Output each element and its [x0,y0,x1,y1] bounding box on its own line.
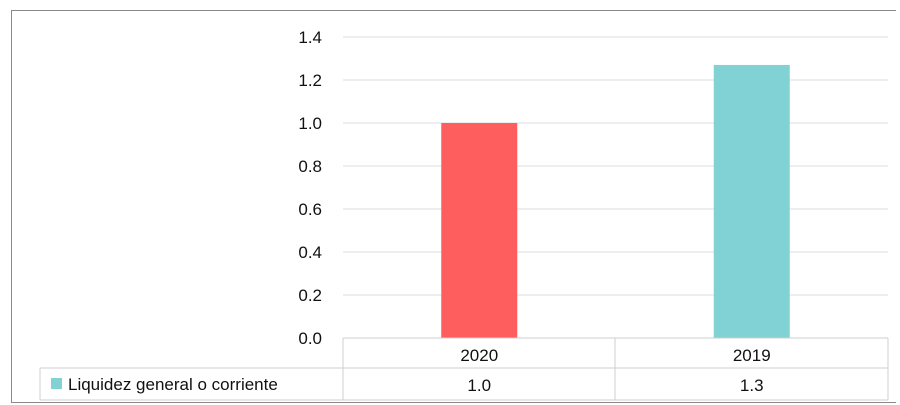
value-label: 1.3 [740,376,764,395]
y-tick-label: 1.0 [298,114,322,133]
value-label: 1.0 [467,376,491,395]
gridlines [343,36,888,339]
y-tick-label: 0.8 [298,157,322,176]
legend-label: Liquidez general o corriente [68,375,278,394]
category-label: 2020 [460,346,498,365]
value-labels: 1.0 1.3 [467,376,763,395]
y-tick-label: 0.2 [298,286,322,305]
chart-frame [11,10,896,403]
legend-swatch [51,378,62,389]
y-tick-label: 1.2 [298,71,322,90]
y-tick-label: 0.6 [298,200,322,219]
bars [441,64,790,338]
bar-2019 [713,64,790,338]
category-label: 2019 [733,346,771,365]
bar-2020 [441,123,518,338]
y-tick-label: 1.4 [298,28,322,47]
category-labels: 2020 2019 [460,346,770,365]
y-axis-ticks: 0.0 0.2 0.4 0.6 0.8 1.0 1.2 1.4 [298,28,322,348]
y-tick-label: 0.0 [298,329,322,348]
y-tick-label: 0.4 [298,243,322,262]
data-table: 2020 2019 Liquidez general o corriente 1.… [39,337,889,401]
